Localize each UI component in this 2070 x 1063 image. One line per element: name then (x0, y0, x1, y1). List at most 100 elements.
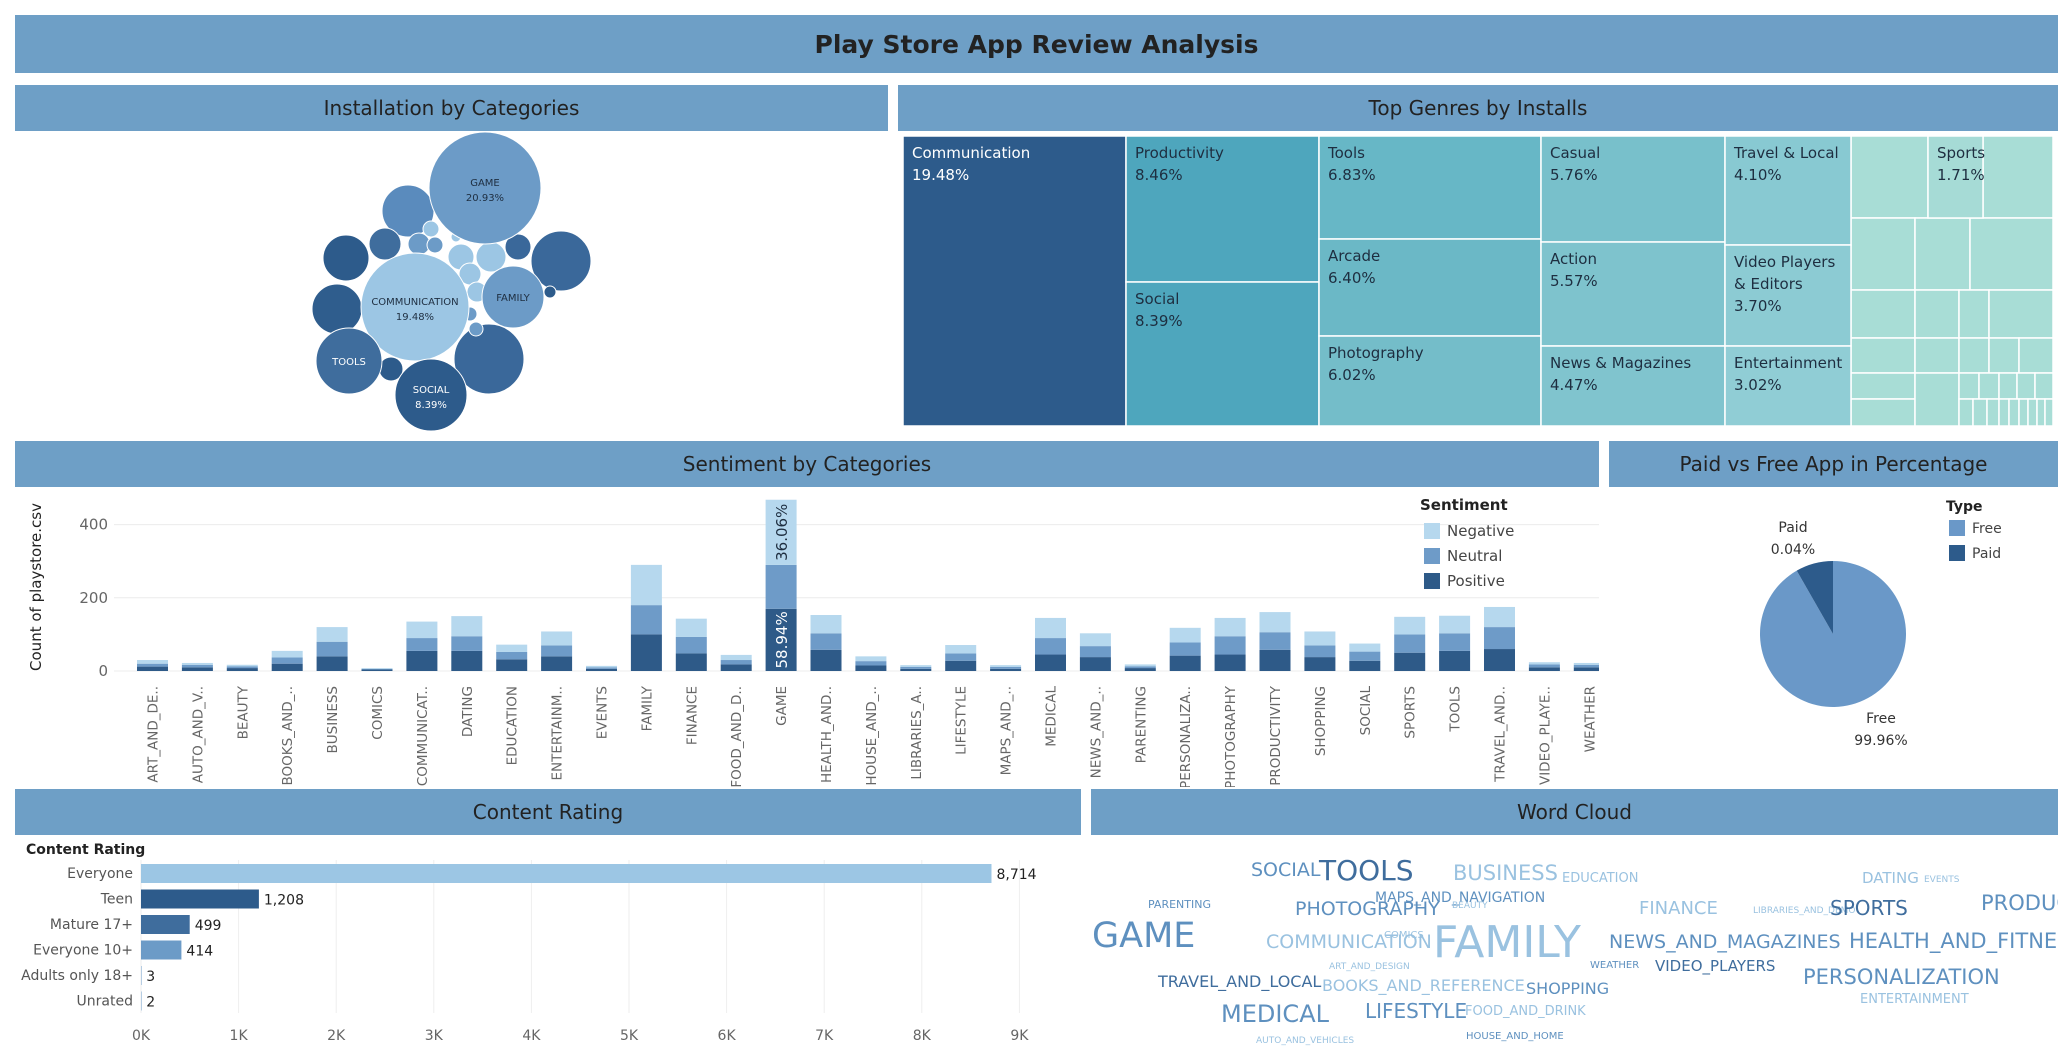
x-tick-label: PRODUCTIVITY (1268, 685, 1284, 786)
legend-swatch-paid (1949, 545, 1965, 561)
word-photography: PHOTOGRAPHY (1295, 898, 1440, 920)
bubble-10 (475, 241, 507, 273)
treemap-small-cell-13 (2018, 337, 2054, 374)
row-label: Teen (100, 892, 133, 908)
legend-label: Positive (1447, 572, 1505, 590)
bar-negative-27 (1349, 643, 1381, 652)
x-tick-label: 9K (1010, 1028, 1029, 1044)
bar-negative-9 (541, 631, 573, 646)
word-parenting: PARENTING (1148, 898, 1211, 911)
treemap-small-cell-5 (1850, 289, 1916, 339)
bar-neutral-28 (1394, 634, 1426, 653)
treemap-label: & Editors (1734, 275, 1803, 293)
bar-value-label: 414 (186, 944, 213, 960)
bar-neutral-6 (406, 638, 438, 651)
treemap-small-cell-20 (2016, 372, 2036, 400)
x-tick-label: TRAVEL_AND.. (1493, 686, 1509, 783)
y-axis-label: Count of playstore.csv (27, 503, 45, 671)
treemap-small-cell-22 (1958, 398, 1974, 427)
data-label: 58.94% (773, 611, 791, 668)
treemap-small-cell-26 (2008, 398, 2020, 427)
word-family: FAMILY (1433, 917, 1581, 968)
bar-neutral-16 (855, 661, 887, 666)
installation-title: Installation by Categories (323, 96, 580, 120)
y-tick-label: 0 (98, 662, 108, 680)
bar-neutral-5 (361, 668, 393, 670)
bar-positive-30 (1484, 649, 1515, 671)
legend-label: Negative (1447, 522, 1514, 540)
treemap-value: 8.46% (1135, 166, 1183, 184)
bar-positive-31 (1528, 667, 1560, 671)
bar-5 (141, 991, 142, 1011)
bubble-label: FAMILY (496, 293, 530, 304)
row-label: Everyone (67, 866, 133, 882)
content-title: Content Rating (472, 800, 624, 824)
word-lifestyle: LIFESTYLE (1365, 999, 1467, 1023)
x-tick-label: 2K (327, 1028, 346, 1044)
y-tick-label: 200 (79, 589, 108, 607)
bar-negative-29 (1439, 615, 1471, 634)
bubble-2 (322, 234, 370, 282)
treemap-value: 8.39% (1135, 312, 1183, 330)
bar-negative-16 (855, 656, 887, 662)
x-tick-label: BOOKS_AND_.. (280, 686, 296, 786)
treemap-label: Sports (1937, 144, 1985, 162)
word-weather: WEATHER (1590, 960, 1639, 971)
treemap-cell (1125, 135, 1320, 283)
bar-negative-20 (1035, 617, 1066, 639)
bar-2 (141, 915, 190, 934)
x-tick-label: LIFESTYLE (954, 686, 970, 755)
treemap-label: Travel & Local (1733, 144, 1839, 162)
word-art_and_design: ART_AND_DESIGN (1329, 962, 1410, 972)
bubble-0 (453, 323, 525, 395)
x-tick-label: FAMILY (639, 685, 655, 731)
x-tick-label: GAME (774, 686, 790, 726)
paidfree-title: Paid vs Free App in Percentage (1679, 452, 1988, 476)
treemap-value: 4.10% (1734, 166, 1782, 184)
bubble-value: 20.93% (466, 193, 504, 204)
bar-neutral-15 (810, 633, 842, 650)
treemap-small-cell-12 (1988, 337, 2020, 374)
bar-positive-2 (226, 668, 258, 671)
bar-neutral-4 (316, 641, 348, 657)
treemap-small-cell-9 (1850, 337, 1916, 374)
sentiment-title: Sentiment by Categories (682, 452, 932, 476)
bar-positive-19 (990, 668, 1022, 671)
bar-neutral-25 (1259, 632, 1291, 650)
bar-neutral-23 (1169, 642, 1201, 656)
bar-positive-1 (181, 667, 213, 671)
bar-negative-10 (586, 665, 617, 668)
treemap-small-cell-24 (1986, 398, 2000, 427)
page-title: Play Store App Review Analysis (814, 29, 1259, 59)
treemap-small-cell-6 (1914, 289, 1960, 339)
treemap-label: Communication (912, 144, 1030, 162)
word-books_and_reference: BOOKS_AND_REFERENCE (1322, 976, 1525, 996)
treemap-small-cell-3 (1914, 217, 1971, 291)
title-bar: Play Store App Review Analysis (15, 15, 2058, 73)
treemap-cell (1540, 241, 1726, 347)
wordcloud-title: Word Cloud (1517, 800, 1632, 824)
paid-free-pie-chart: Paid 0.04% Free 99.96% Type Free Paid (1760, 499, 2002, 749)
x-tick-label: NEWS_AND_.. (1088, 686, 1104, 778)
content-rating-chart: Content Rating 0K 1K 2K 3K 4K 5K 6K 7K 8K 9K Everyo… (21, 842, 1036, 1044)
bar-neutral-22 (1124, 666, 1156, 669)
treemap-cell (1318, 135, 1542, 240)
wordcloud-header: Word Cloud (1091, 789, 2058, 835)
treemap-small-cell-16 (1914, 372, 1960, 427)
treemap-cell (1927, 135, 1984, 219)
x-tick-label: DATING (460, 686, 476, 737)
bar-negative-11 (630, 564, 662, 606)
bar-neutral-21 (1079, 646, 1111, 658)
x-tick-label: 0K (132, 1028, 151, 1044)
bar-positive-27 (1349, 660, 1381, 671)
bar-positive-17 (900, 668, 932, 671)
bar-negative-18 (945, 645, 977, 654)
bar-negative-0 (137, 660, 168, 664)
bubble-1 (530, 230, 592, 292)
word-tools: TOOLS (1318, 854, 1414, 887)
bubble-social (394, 358, 468, 432)
bar-neutral-29 (1439, 633, 1471, 651)
x-tick-label: TOOLS (1448, 686, 1464, 733)
x-tick-label: 1K (230, 1028, 249, 1044)
